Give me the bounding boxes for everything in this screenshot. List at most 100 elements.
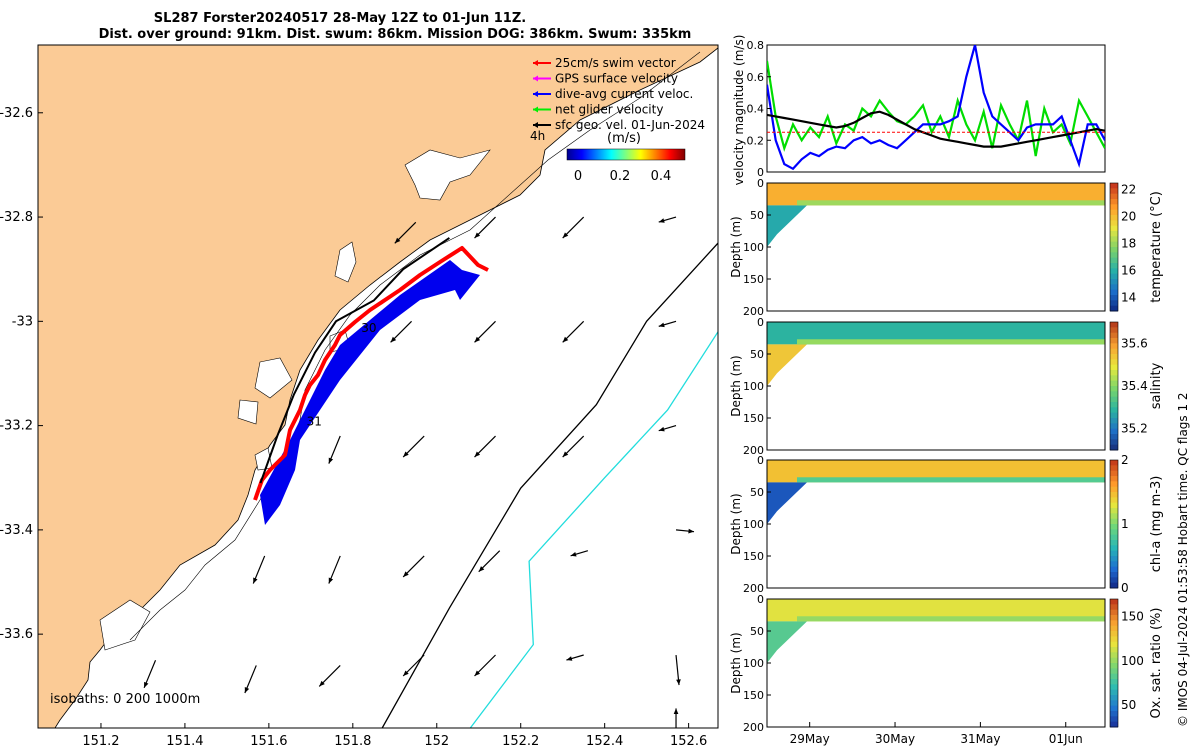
section-ylabel: Depth (m) xyxy=(729,493,743,554)
section-x-tick-label: 30May xyxy=(875,732,915,746)
map-x-tick-label: 152.6 xyxy=(670,734,707,749)
colorbar-cell xyxy=(1110,231,1118,237)
colorbar-label: Ox. sat. ratio (%) xyxy=(1149,608,1164,719)
section-ylabel: Depth (m) xyxy=(729,355,743,416)
section-y-tick-label: 50 xyxy=(750,486,764,499)
section-deep-wedge xyxy=(767,482,807,524)
map-x-tick-label: 151.8 xyxy=(334,734,371,749)
colorbar-tick: 0.4 xyxy=(651,169,672,184)
map-x-tick-label: 151.4 xyxy=(166,734,203,749)
colorbar-cell xyxy=(1110,604,1118,611)
section-y-tick-label: 150 xyxy=(743,550,764,563)
colorbar-cell xyxy=(1110,396,1118,403)
colorbar-cell xyxy=(1110,518,1118,525)
map-frame xyxy=(37,44,719,729)
credit-line: © IMOS 04-Jul-2024 01:53:58 Hobart time.… xyxy=(1176,392,1190,727)
colorbar-cell xyxy=(1110,620,1118,627)
colorbar-cell xyxy=(1110,220,1118,227)
section-panel: 0 50 100 150 200 Depth (m) 14 16 18 20 22 temperatu… xyxy=(729,177,1164,318)
velocity-series-line xyxy=(767,110,1105,148)
colorbar-cell xyxy=(1110,268,1118,275)
map-x-ticks: 151.2 151.4 151.6 151.8 152 152.2 152.4 152.6 xyxy=(82,723,707,749)
colorbar-cell xyxy=(1110,566,1118,573)
section-y-tick-label: 0 xyxy=(757,593,764,606)
section-y-tick-label: 100 xyxy=(743,518,764,531)
colorbar-cell xyxy=(1110,460,1118,466)
section-y-tick-label: 0 xyxy=(757,316,764,329)
map-y-ticks: -32.6 -32.8 -33 -33.2 -33.4 -33.6 xyxy=(0,106,43,642)
section-thermocline xyxy=(797,200,1105,206)
colorbar-cell xyxy=(1110,247,1118,253)
colorbar-cell xyxy=(1110,679,1118,685)
colorbar-cell xyxy=(1110,412,1118,419)
section-y-tick-label: 100 xyxy=(743,241,764,254)
land-mass xyxy=(38,45,718,728)
colorbar-tick-label: 16 xyxy=(1121,264,1136,278)
velocity-y-tick-label: 0.8 xyxy=(747,39,765,52)
colorbar-cell xyxy=(1110,375,1118,382)
colorbar-tick-label: 14 xyxy=(1121,291,1136,305)
section-y-tick-label: 50 xyxy=(750,348,764,361)
isobath-1000m xyxy=(381,242,718,728)
map-y-tick-label: -33.4 xyxy=(0,523,33,538)
isobath-label: isobaths: 0 200 1000m xyxy=(50,692,200,707)
section-y-tick-label: 100 xyxy=(743,657,764,670)
geo-velocity-arrow xyxy=(658,320,677,328)
map-x-tick-label: 151.2 xyxy=(82,734,119,749)
geo-velocity-arrow xyxy=(402,654,425,677)
geo-velocity-arrow xyxy=(562,216,585,239)
colorbar-cell xyxy=(1110,364,1118,371)
colorbar-cell xyxy=(1110,439,1118,446)
legend-item: sfc geo. vel. 01-Jun-2024 xyxy=(533,118,705,132)
legend-label: sfc geo. vel. 01-Jun-2024 xyxy=(555,118,705,132)
colorbar-cell xyxy=(1110,486,1118,493)
geo-velocity-arrow xyxy=(570,550,589,557)
chart-title-line2: Dist. over ground: 91km. Dist. swum: 86k… xyxy=(98,27,692,42)
colorbar-cell xyxy=(1110,407,1118,414)
colorbar-cell xyxy=(1110,561,1118,568)
colorbar-cell xyxy=(1110,332,1118,339)
current-velocity-fan xyxy=(260,260,480,525)
colorbar-cell xyxy=(1110,354,1118,360)
colorbar-cell xyxy=(1110,695,1118,701)
colorbar-cell xyxy=(1110,700,1118,707)
colorbar-cell xyxy=(1110,668,1118,675)
colorbar-cell xyxy=(1110,241,1118,248)
colorbar-cell xyxy=(1110,444,1118,451)
colorbar-cell xyxy=(1110,183,1118,189)
geo-velocity-arrow xyxy=(143,659,157,689)
colorbar-cell xyxy=(1110,540,1118,546)
geo-velocity-arrow xyxy=(244,665,257,694)
colorbar-cell xyxy=(1110,481,1118,488)
colorbar-cell xyxy=(1110,545,1118,552)
colorbar-cell xyxy=(1110,673,1118,680)
section-panel: 0 50 100 150 200 Depth (m) 0 1 2 chl-a (mg m-3) xyxy=(729,453,1164,595)
colorbar-cell xyxy=(1110,225,1118,232)
colorbar-cell xyxy=(1110,615,1118,621)
geo-velocity-arrow xyxy=(675,654,681,686)
colorbar-cell xyxy=(1110,609,1118,616)
colorbar-cell xyxy=(1110,370,1118,376)
geo-velocity-arrow xyxy=(394,221,417,244)
geo-velocity-arrow xyxy=(675,528,695,534)
colorbar-cell xyxy=(1110,599,1118,605)
colorbar-cell xyxy=(1110,572,1118,578)
section-panel: 0 50 100 150 200 Depth (m) 50 100 150 Ox. sat. ra… xyxy=(729,593,1164,734)
section-y-tick-label: 150 xyxy=(743,689,764,702)
geo-velocity-arrow xyxy=(318,665,341,687)
colorbar-cell xyxy=(1110,284,1118,291)
colorbar-cell xyxy=(1110,513,1118,520)
legend-label: 25cm/s swim vector xyxy=(555,56,676,70)
section-deep-wedge xyxy=(767,205,807,247)
section-y-tick-label: 200 xyxy=(743,305,764,318)
colorbar-cell xyxy=(1110,652,1118,659)
colorbar-cell xyxy=(1110,465,1118,472)
colorbar-cell xyxy=(1110,343,1118,350)
colorbar-cell xyxy=(1110,348,1118,355)
colorbar-cell xyxy=(1110,300,1118,307)
geo-velocity-arrow xyxy=(402,555,425,578)
velocity-y-tick-label: 0.4 xyxy=(747,103,765,116)
colorbar-cell xyxy=(1110,641,1118,648)
map-x-tick-label: 151.6 xyxy=(250,734,287,749)
